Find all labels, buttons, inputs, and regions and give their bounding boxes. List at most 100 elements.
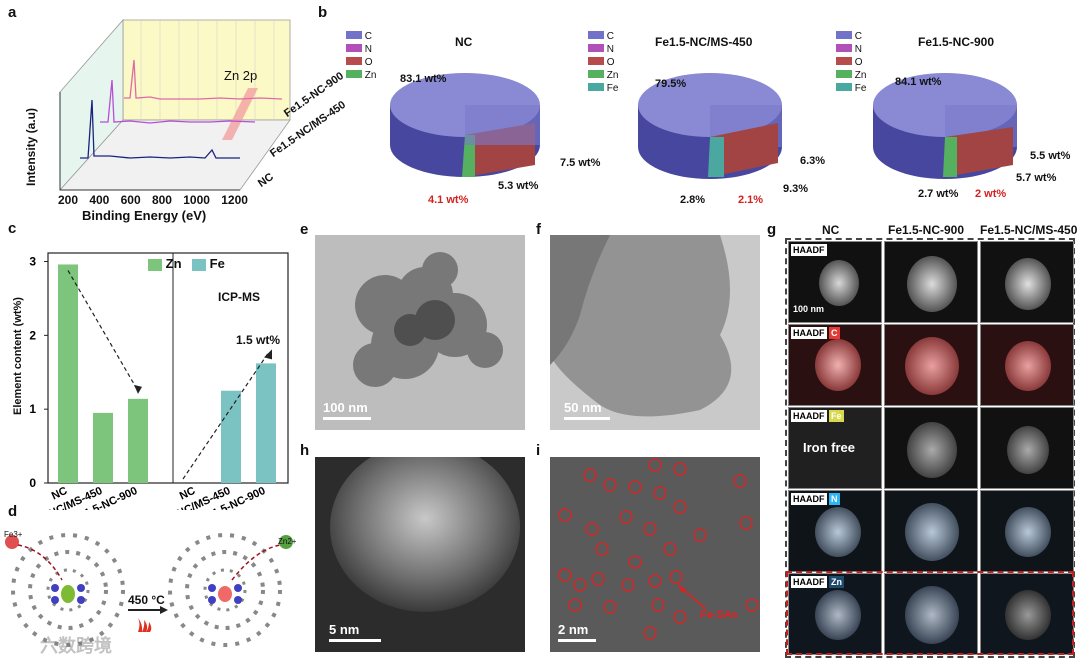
fe-ion-icon bbox=[5, 535, 19, 549]
bar-ylabel: Element content (wt%) bbox=[12, 297, 24, 415]
xps-xtick: 200 bbox=[58, 193, 79, 207]
pie-label: 7.5 wt% bbox=[560, 157, 601, 169]
haadf-tag: HAADF bbox=[791, 327, 827, 339]
icp-ms-label: ICP-MS bbox=[218, 290, 260, 304]
pie-charts bbox=[390, 73, 1017, 179]
arrow-head bbox=[264, 349, 272, 360]
bar-fe bbox=[256, 363, 276, 483]
legend-o: O bbox=[854, 57, 863, 68]
eds-cell bbox=[980, 241, 1074, 323]
carbon-lattice-left bbox=[11, 533, 125, 647]
eds-cell: HAADF 100 nm bbox=[788, 241, 882, 323]
pie-legend-1: C N O Zn bbox=[346, 30, 376, 82]
eds-cell bbox=[980, 324, 1074, 406]
eds-cell bbox=[980, 573, 1074, 655]
xps-ylabel: Intensity (a.u) bbox=[24, 108, 38, 187]
trend-arrow-fe bbox=[182, 353, 269, 480]
xps-3d-plot bbox=[59, 18, 291, 192]
pie-legend-2: C N O Zn Fe bbox=[588, 30, 618, 95]
series-line-fe-nc-900 bbox=[124, 59, 283, 100]
fe-content-label: 1.5 wt% bbox=[236, 333, 281, 347]
legend-zn: Zn bbox=[854, 70, 867, 81]
xps-xtick: 1000 bbox=[183, 193, 210, 207]
panel-label-i: i bbox=[536, 442, 541, 459]
xps-xticks: 200 400 600 800 1000 1200 bbox=[58, 193, 248, 207]
haadf-tag: HAADF bbox=[791, 493, 827, 505]
fe-ion-label: Fe3+ bbox=[4, 530, 23, 539]
tem-image-f: 50 nm bbox=[550, 235, 760, 430]
bar-legend-fe: Fe bbox=[192, 256, 225, 271]
xps-xlabel: Binding Energy (eV) bbox=[82, 208, 207, 223]
y-tick-label: 2 bbox=[29, 328, 36, 342]
panel-label-e: e bbox=[300, 221, 309, 238]
arrow-head bbox=[134, 384, 142, 394]
tem-image-e: 100 nm bbox=[315, 235, 525, 430]
bar-zn bbox=[93, 412, 113, 483]
pie-nc bbox=[390, 73, 540, 177]
bar-legend-zn: Zn bbox=[148, 256, 182, 271]
scale-label: 100 nm bbox=[323, 400, 368, 415]
xps-xtick: 400 bbox=[89, 193, 110, 207]
legend-c: C bbox=[854, 31, 863, 42]
series-line-fe-nc-ms-450 bbox=[100, 79, 256, 124]
pie-big-label: 79.5% bbox=[655, 78, 687, 90]
legend-n: N bbox=[854, 44, 863, 55]
scale-bar-f: 50 nm bbox=[564, 400, 610, 420]
carbon-lattice-right bbox=[168, 533, 282, 647]
eds-cell bbox=[884, 490, 978, 572]
eds-cell: HAADF Fe Iron free bbox=[788, 407, 882, 489]
pie-label: 2.7 wt% bbox=[918, 188, 959, 200]
haadf-image-i: Fe-SAs 2 nm bbox=[550, 457, 760, 652]
scale-label: 2 nm bbox=[558, 622, 589, 637]
eds-grid: HAADF 100 nm HAADF C HAADF Fe Iron free … bbox=[785, 238, 1075, 658]
bar-zn bbox=[58, 264, 78, 483]
legend-c: C bbox=[364, 31, 373, 42]
element-tag-n: N bbox=[829, 493, 840, 505]
scale-bar-h: 5 nm bbox=[329, 622, 381, 642]
eds-scale: 100 nm bbox=[793, 304, 825, 314]
y-tick-label: 3 bbox=[29, 255, 36, 269]
pie-fe-nc-900 bbox=[873, 73, 1017, 179]
pie-label: 2.8% bbox=[680, 194, 706, 206]
legend-label: Zn bbox=[165, 256, 182, 271]
scale-bar-i: 2 nm bbox=[558, 622, 596, 642]
eds-cell bbox=[884, 324, 978, 406]
scale-bar-e: 100 nm bbox=[323, 400, 371, 420]
g-col-title: Fe1.5-NC/MS-450 bbox=[980, 223, 1078, 237]
plot-frame bbox=[47, 252, 289, 484]
haadf-tag: HAADF bbox=[791, 576, 827, 588]
bar-zn bbox=[128, 398, 148, 483]
eds-cell bbox=[980, 490, 1074, 572]
panel-label-f: f bbox=[536, 221, 541, 238]
pie-big-label: 84.1 wt% bbox=[895, 76, 942, 88]
pie-label: 9.3% bbox=[783, 183, 809, 195]
panel-label-g: g bbox=[767, 221, 777, 238]
xps-annotation: Zn 2p bbox=[224, 68, 258, 83]
legend-zn: Zn bbox=[606, 70, 619, 81]
legend-zn: Zn bbox=[364, 70, 377, 81]
eds-cell bbox=[884, 573, 978, 655]
synthesis-schematic bbox=[5, 533, 293, 647]
pie-title: NC bbox=[455, 35, 473, 49]
eds-cell bbox=[980, 407, 1074, 489]
eds-cell bbox=[884, 241, 978, 323]
legend-c: C bbox=[606, 31, 615, 42]
y-tick-label: 0 bbox=[29, 476, 36, 490]
g-col-title: NC bbox=[822, 223, 840, 237]
zn-ion-icon bbox=[279, 535, 293, 549]
element-tag-zn: Zn bbox=[829, 576, 844, 588]
series-line-nc bbox=[80, 99, 240, 159]
watermark: 六数跨境 bbox=[40, 636, 112, 656]
legend-n: N bbox=[606, 44, 615, 55]
xps-xtick: 800 bbox=[151, 193, 172, 207]
eds-cell: HAADF C bbox=[788, 324, 882, 406]
fe-sa-markers bbox=[558, 458, 759, 640]
eds-cell: HAADF Zn bbox=[788, 573, 882, 655]
eds-cell bbox=[884, 407, 978, 489]
legend-swatch bbox=[148, 258, 162, 271]
zn-ion-label: Zn2+ bbox=[278, 537, 297, 546]
panel-label-c: c bbox=[8, 220, 17, 237]
pie-label: 5.5 wt% bbox=[1030, 150, 1071, 162]
pie-label: 5.3 wt% bbox=[498, 180, 539, 192]
